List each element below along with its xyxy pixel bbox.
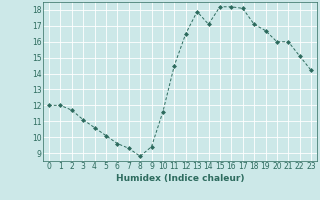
X-axis label: Humidex (Indice chaleur): Humidex (Indice chaleur) [116, 174, 244, 183]
